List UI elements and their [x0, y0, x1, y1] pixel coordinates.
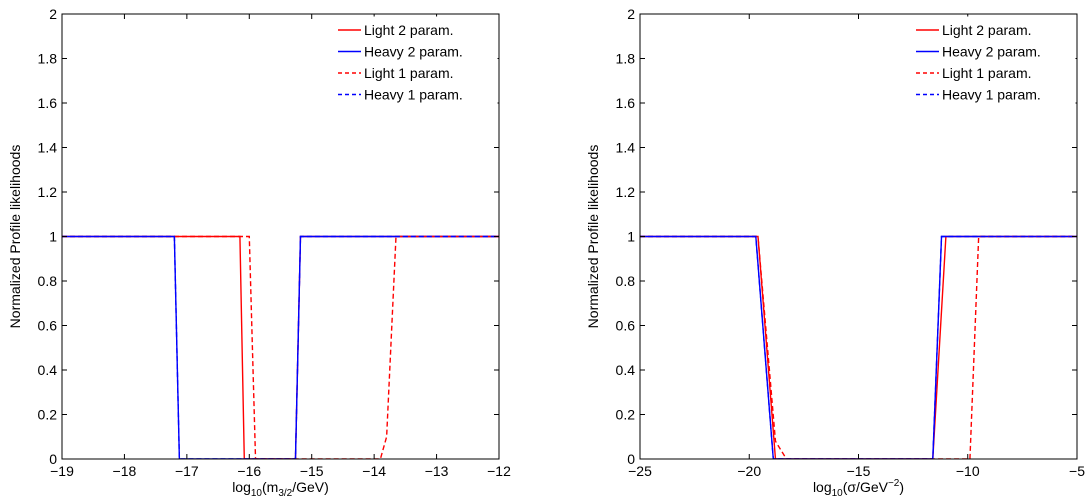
y-tick-label: 0: [49, 451, 57, 467]
x-axis-label-part: log: [813, 479, 832, 495]
series-line-3: [62, 235, 499, 459]
legend: Light 2 param. Heavy 2 param. Light 1 para…: [334, 16, 498, 109]
legend: Light 2 param. Heavy 2 param. Light 1 para…: [912, 16, 1076, 109]
legend-entry: Light 1 param.: [942, 65, 1032, 81]
x-axis-label-part: 10: [251, 488, 263, 498]
y-tick-label: 1.2: [616, 184, 636, 200]
legend-box: [334, 16, 498, 109]
y-tick-label: 1: [49, 229, 57, 245]
legend-entry: Light 1 param.: [364, 65, 454, 81]
series-group: [640, 235, 1077, 459]
x-axis-label-part: /GeV): [292, 479, 329, 495]
legend-entry: Heavy 2 param.: [942, 44, 1041, 60]
legend-entry: Heavy 1 param.: [364, 87, 463, 103]
x-axis-label-part: (σ/GeV: [843, 479, 889, 495]
x-tick-label: −10: [956, 463, 980, 479]
x-tick-label: −18: [113, 463, 137, 479]
x-tick-label: −15: [847, 463, 871, 479]
x-tick-label: −14: [362, 463, 386, 479]
x-axis-label: log10(m3/2/GeV): [232, 479, 329, 498]
x-axis-label-part: 3/2: [278, 488, 292, 498]
y-tick-label: 0.6: [38, 318, 58, 334]
x-tick-label: −15: [300, 463, 324, 479]
y-tick-label: 0: [627, 451, 635, 467]
y-tick-label: 1.4: [38, 140, 58, 156]
x-axis-label-part: (m: [262, 479, 278, 495]
y-axis-label: Normalized Profile likelihoods: [585, 145, 601, 329]
y-tick-label: 1: [627, 229, 635, 245]
y-tick-label: 0.6: [616, 318, 636, 334]
chart-panel-1: −19 −18 −17 −16 −15 −14 −13 −12 0 0.2 0.4 0.6 0.8 1 1.…: [7, 6, 511, 499]
y-tick-label: 0.8: [38, 273, 58, 289]
x-axis-label-part: ): [899, 479, 904, 495]
chart-panel-2: −25 −20 −15 −10 −5 0 0.2 0.4 0.6 0.8 1 1.2 1.4 1.6 1.8…: [585, 6, 1085, 499]
x-tick-label: −17: [175, 463, 199, 479]
x-axis-label-part: 10: [832, 488, 844, 498]
x-tick-label: −25: [628, 463, 652, 479]
y-tick-label: 1.6: [38, 95, 58, 111]
x-tick-label: −5: [1069, 463, 1085, 479]
y-tick-label: 1.4: [616, 140, 636, 156]
legend-entry: Heavy 2 param.: [364, 44, 463, 60]
y-tick-label: 0.2: [38, 407, 58, 423]
x-tick-label: −19: [50, 463, 74, 479]
y-tick-label: 1.8: [616, 51, 636, 67]
y-tick-label: 1.6: [616, 95, 636, 111]
series-line-4: [62, 235, 499, 459]
x-tick-label: −20: [737, 463, 761, 479]
y-tick-label: 0.4: [38, 362, 58, 378]
y-tick-label: 1.2: [38, 184, 58, 200]
y-tick-label: 0.2: [616, 407, 636, 423]
y-tick-label: 0.8: [616, 273, 636, 289]
x-axis-label-part: −2: [888, 478, 900, 489]
y-axis-label: Normalized Profile likelihoods: [7, 145, 23, 329]
legend-box: [912, 16, 1076, 109]
x-axis-label: log10(σ/GeV−2): [813, 478, 904, 498]
x-axis-label-part: log: [232, 479, 251, 495]
legend-entry: Heavy 1 param.: [942, 87, 1041, 103]
y-tick-label: 0.4: [616, 362, 636, 378]
y-tick-label: 1.8: [38, 51, 58, 67]
y-tick-label: 2: [49, 6, 57, 22]
legend-entry: Light 2 param.: [942, 22, 1032, 38]
series-group: [62, 235, 499, 459]
y-tick-label: 2: [627, 6, 635, 22]
series-line-4: [640, 235, 1077, 459]
legend-entry: Light 2 param.: [364, 22, 454, 38]
x-tick-label: −13: [425, 463, 449, 479]
x-tick-label: −16: [237, 463, 261, 479]
x-tick-label: −12: [487, 463, 511, 479]
